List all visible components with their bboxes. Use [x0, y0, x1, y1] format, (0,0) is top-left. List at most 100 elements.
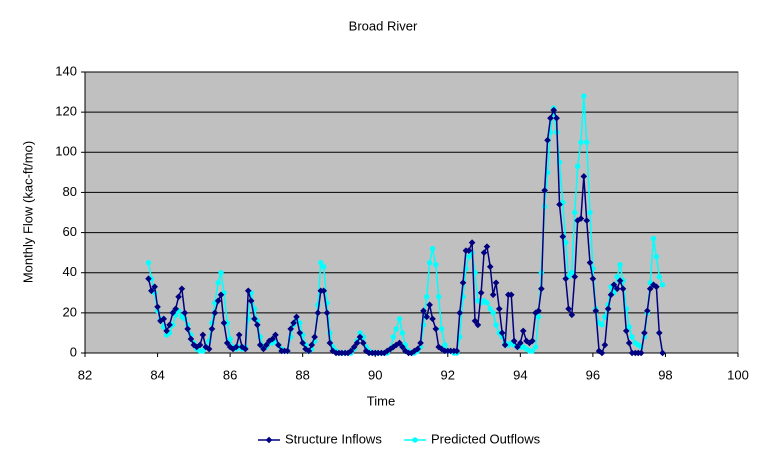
- data-point: [417, 339, 424, 347]
- data-point: [350, 343, 358, 351]
- data-point: [438, 326, 445, 332]
- data-point: [205, 345, 213, 353]
- data-point: [202, 343, 210, 351]
- data-point: [235, 331, 243, 339]
- data-point: [602, 314, 608, 320]
- data-point: [517, 339, 524, 347]
- data-point: [498, 329, 506, 337]
- data-point: [166, 321, 173, 329]
- data-point: [402, 347, 409, 355]
- data-point: [659, 282, 666, 288]
- data-point: [541, 187, 548, 194]
- data-point: [477, 289, 485, 297]
- data-point: [314, 309, 322, 317]
- data-point: [145, 275, 152, 283]
- data-point: [613, 285, 621, 293]
- data-point: [200, 348, 206, 354]
- data-point: [501, 341, 509, 349]
- data-point: [420, 307, 427, 315]
- data-point: [617, 261, 623, 268]
- data-point: [523, 337, 530, 345]
- data-point: [607, 291, 615, 299]
- data-point: [484, 300, 490, 306]
- data-point: [616, 277, 624, 285]
- data-point: [550, 106, 558, 114]
- data-point: [299, 339, 306, 347]
- data-point: [429, 245, 436, 252]
- x-tick-label: 94: [513, 367, 527, 382]
- data-point: [492, 279, 500, 287]
- data-point: [414, 345, 421, 353]
- data-point: [296, 329, 304, 337]
- legend-label: Structure Inflows: [285, 431, 382, 446]
- data-point: [320, 287, 328, 295]
- data-point: [568, 311, 576, 319]
- data-point: [426, 259, 433, 266]
- data-point: [655, 329, 663, 337]
- data-point: [356, 333, 364, 341]
- data-point: [580, 173, 588, 180]
- data-point: [610, 281, 618, 289]
- data-point: [622, 327, 630, 335]
- data-point: [154, 303, 161, 311]
- data-point: [442, 342, 448, 348]
- data-point: [175, 293, 182, 301]
- data-point: [490, 310, 496, 316]
- data-point: [562, 239, 569, 246]
- data-point: [311, 333, 318, 341]
- data-point: [347, 347, 355, 355]
- data-point: [556, 201, 563, 208]
- y-tick-label: 100: [55, 144, 77, 159]
- data-point: [396, 316, 403, 322]
- data-point: [256, 341, 264, 349]
- data-point: [269, 335, 276, 343]
- data-point: [637, 349, 645, 357]
- data-point: [145, 259, 152, 266]
- data-point: [302, 345, 309, 353]
- data-point: [232, 343, 240, 351]
- data-point: [148, 287, 155, 295]
- data-point: [211, 309, 219, 317]
- data-point: [305, 347, 313, 355]
- data-point: [599, 322, 605, 328]
- data-point: [493, 322, 499, 328]
- data-point: [592, 307, 600, 315]
- data-point: [565, 305, 572, 313]
- data-point: [426, 301, 433, 309]
- data-point: [399, 330, 406, 336]
- data-point: [359, 339, 367, 347]
- data-point: [435, 343, 443, 351]
- data-point: [653, 253, 660, 260]
- data-point: [214, 297, 222, 305]
- data-point: [169, 309, 177, 317]
- data-point: [160, 315, 168, 323]
- data-point: [287, 325, 295, 333]
- data-point: [589, 275, 597, 283]
- data-point: [260, 345, 267, 353]
- x-axis-title: Time: [367, 393, 395, 408]
- data-point: [215, 280, 221, 286]
- data-point: [218, 270, 224, 276]
- data-point: [538, 285, 545, 293]
- data-point: [275, 341, 282, 349]
- data-point: [656, 274, 662, 280]
- legend: Structure Inflows Predicted Outflows: [258, 431, 541, 446]
- x-tick-label: 98: [658, 367, 672, 382]
- data-point: [583, 217, 591, 224]
- data-point: [519, 327, 527, 335]
- data-point: [226, 343, 234, 351]
- x-tick-label: 88: [295, 367, 309, 382]
- data-point: [650, 281, 657, 289]
- x-tick-label: 90: [368, 367, 382, 382]
- data-point: [653, 283, 660, 291]
- data-point: [424, 294, 430, 300]
- data-point: [199, 331, 207, 339]
- data-point: [432, 325, 440, 333]
- data-point: [626, 324, 632, 330]
- data-point: [181, 309, 189, 317]
- data-point: [163, 327, 170, 335]
- data-point: [323, 309, 331, 317]
- data-point: [438, 345, 445, 353]
- data-point: [244, 287, 252, 295]
